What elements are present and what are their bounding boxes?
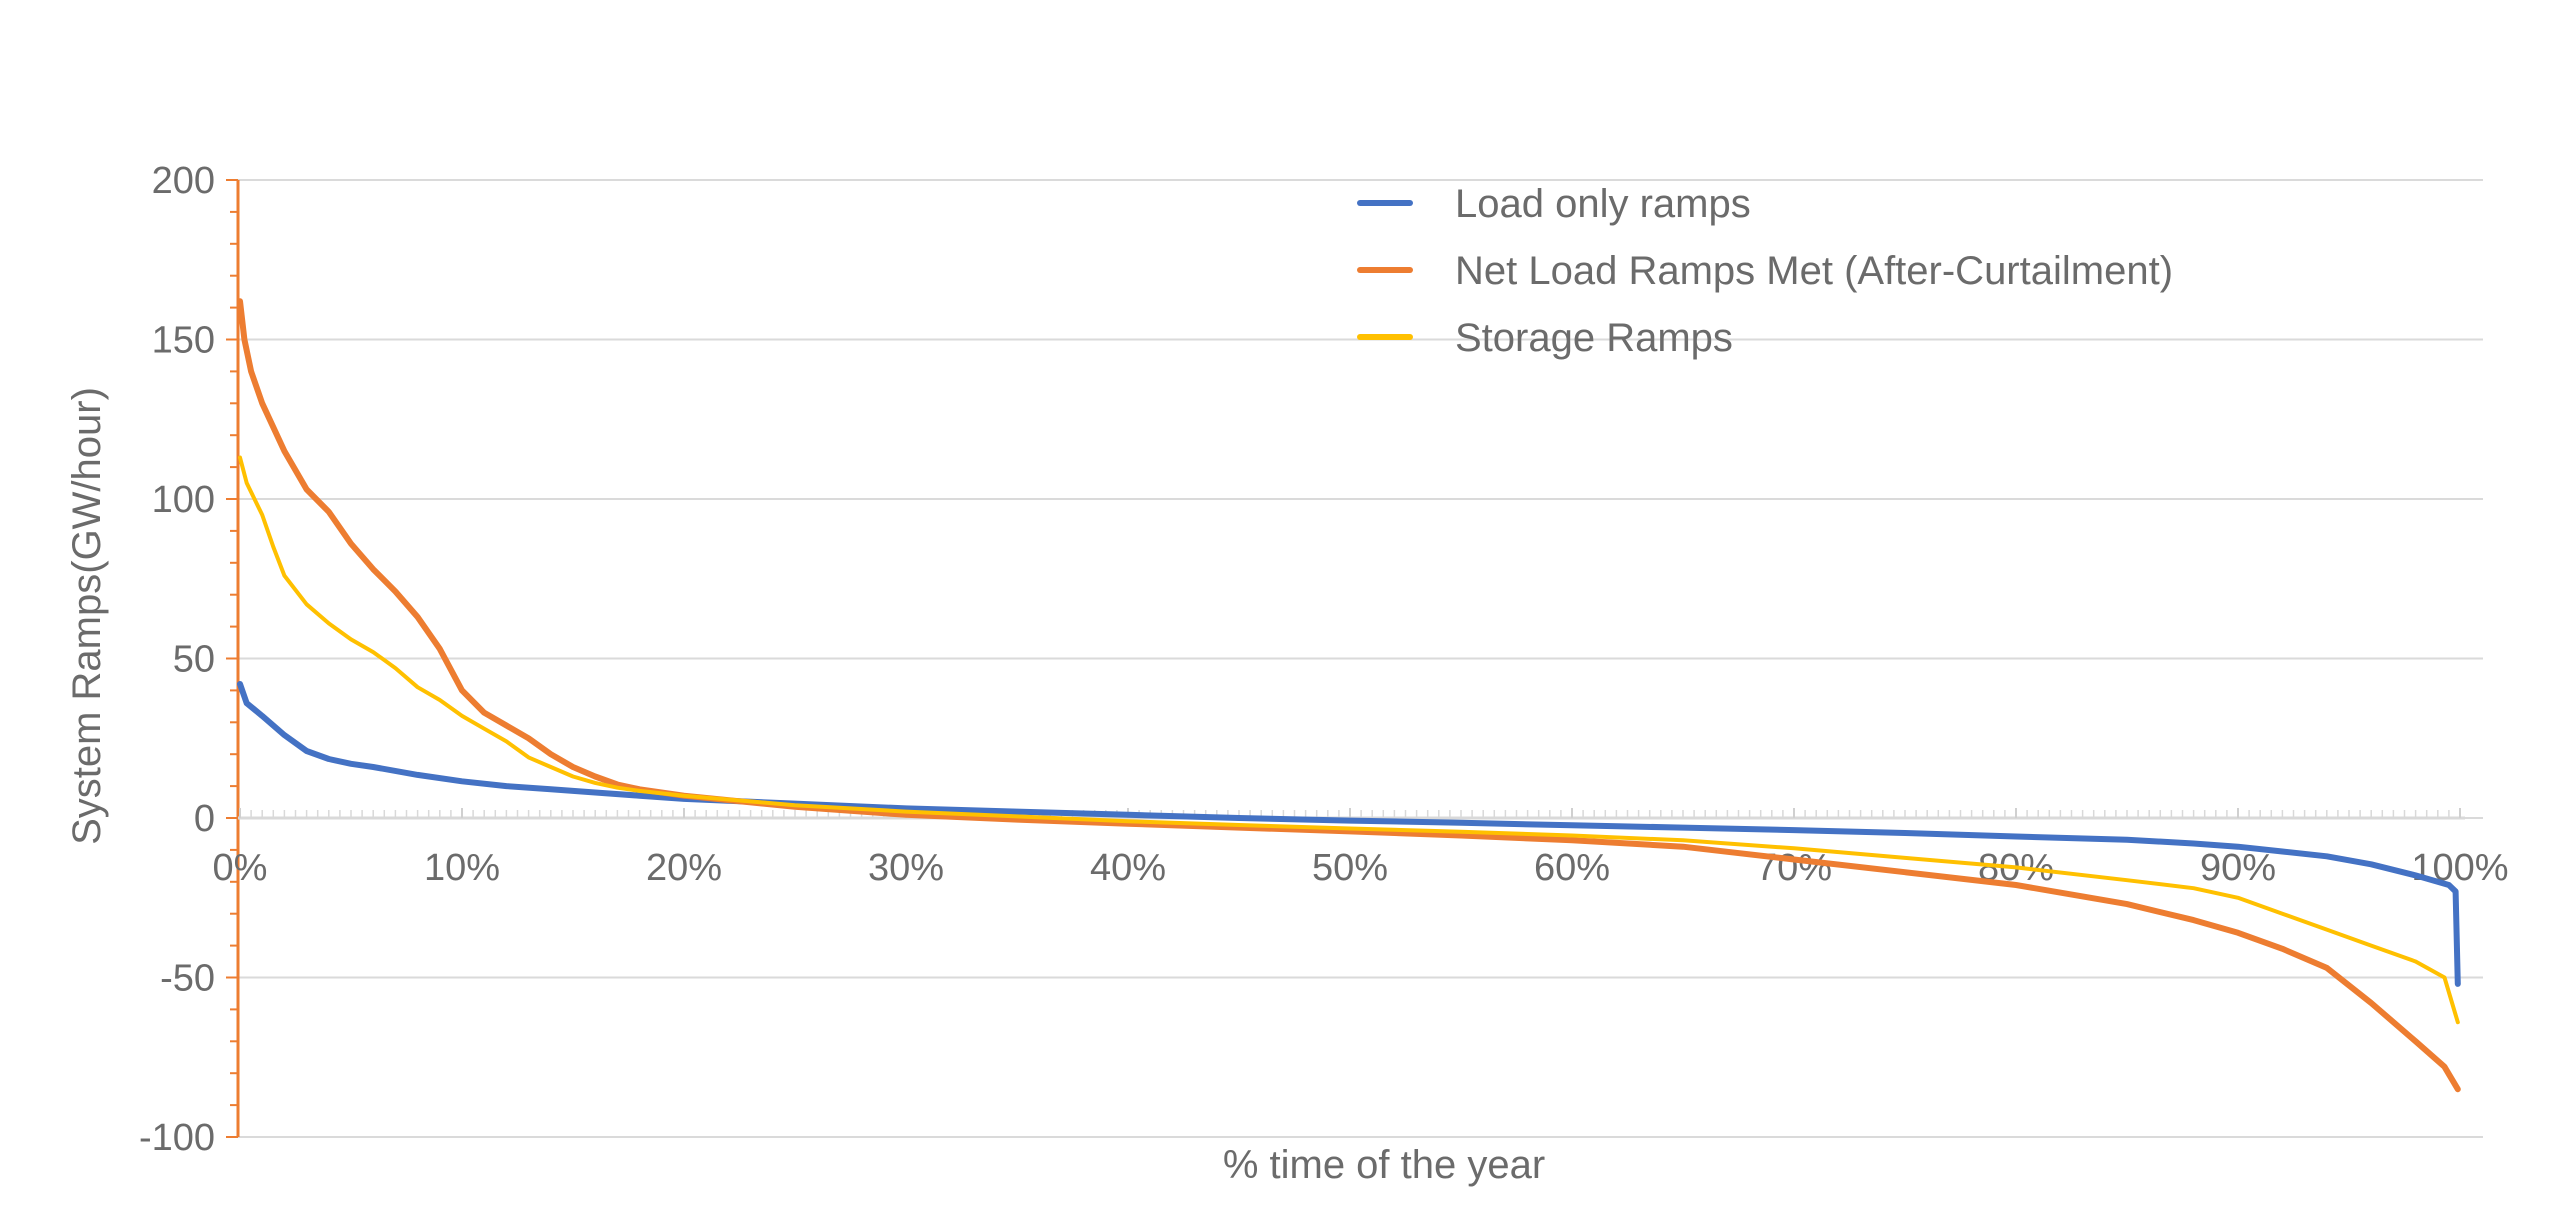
x-tick-label: 90%	[2200, 847, 2276, 889]
legend: Load only ramps Net Load Ramps Met (After…	[1357, 182, 2173, 360]
legend-label: Storage Ramps	[1455, 316, 1733, 360]
y-axis-title: System Ramps(GW/hour)	[65, 387, 109, 845]
legend-label: Load only ramps	[1455, 182, 1751, 226]
y-axis: -100 -50 0 50 100 150 200	[139, 160, 240, 1159]
x-tick-label: 20%	[646, 847, 722, 889]
y-tick-label: 50	[173, 639, 215, 681]
x-tick-label: 50%	[1312, 847, 1388, 889]
x-axis-title: % time of the year	[1223, 1143, 1545, 1187]
x-tick-label: 60%	[1534, 847, 1610, 889]
x-tick-label: 70%	[1756, 847, 1832, 889]
y-tick-label: 0	[194, 798, 215, 840]
y-tick-label: -50	[160, 958, 215, 1000]
y-tick-label: 100	[152, 479, 215, 521]
x-tick-label: 30%	[868, 847, 944, 889]
gridlines	[238, 179, 2483, 1138]
x-tick-label: 100%	[2411, 847, 2508, 889]
series-line-1	[237, 681, 2461, 987]
y-tick-label: -100	[139, 1117, 215, 1159]
y-tick-label: 200	[152, 160, 215, 202]
x-tick-label: 10%	[424, 847, 500, 889]
legend-label: Net Load Ramps Met (After-Curtailment)	[1455, 249, 2173, 293]
series-line-3	[238, 455, 2460, 1025]
series-line-2	[237, 298, 2461, 1093]
x-axis: 0% 10% 20% 30% 40% 50% 60% 70% 80% 90% 100%	[213, 808, 2509, 889]
x-tick-label: 0%	[213, 847, 268, 889]
series-lines	[237, 298, 2461, 1093]
y-tick-label: 150	[152, 320, 215, 362]
x-tick-label: 40%	[1090, 847, 1166, 889]
